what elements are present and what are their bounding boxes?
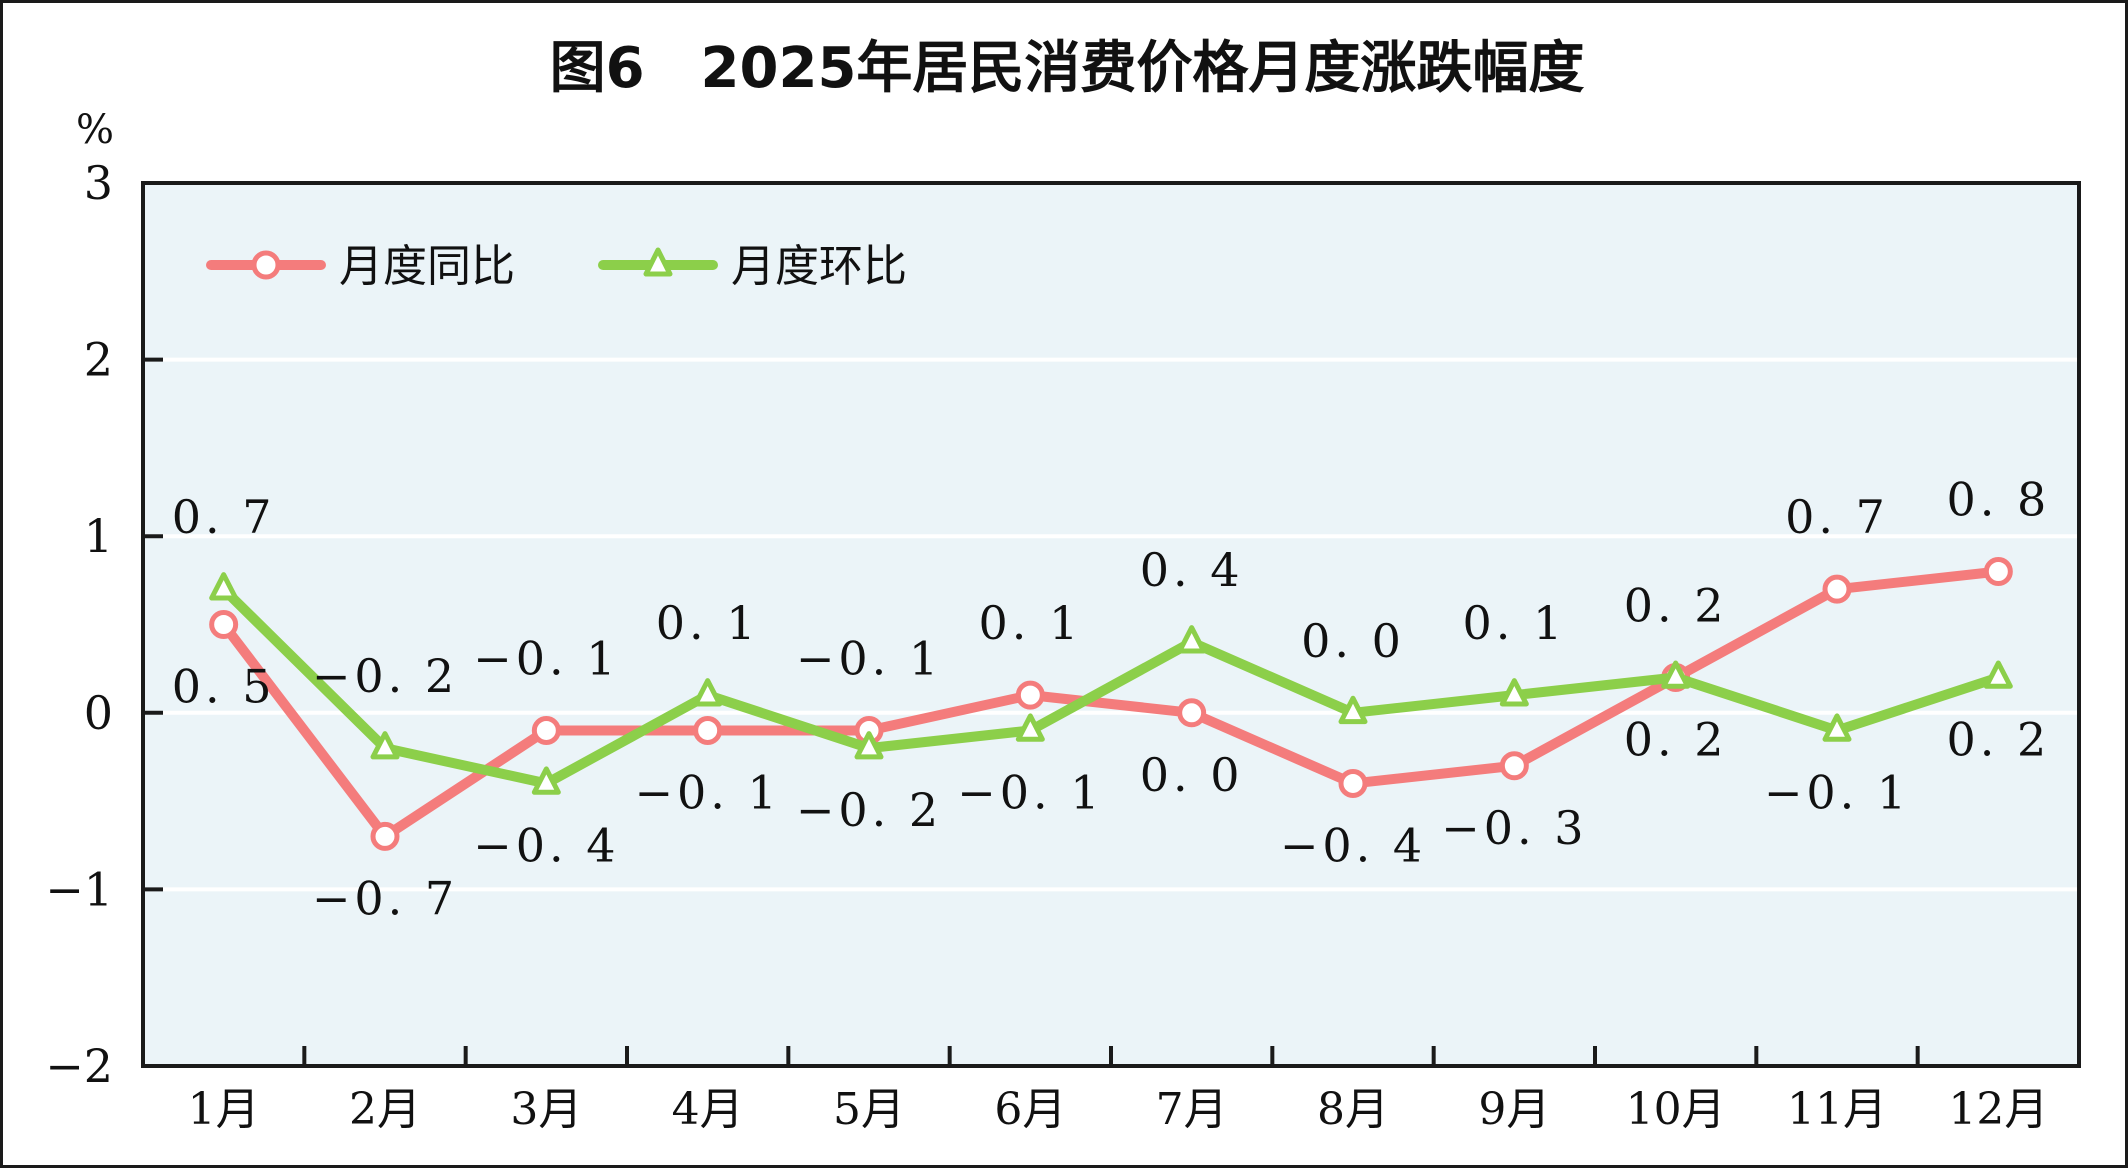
data-label: 0. 2: [1624, 578, 1728, 632]
legend-label: 月度环比: [731, 241, 907, 292]
data-label: −0. 7: [312, 871, 458, 925]
data-label: −0. 4: [473, 818, 619, 872]
legend-label: 月度同比: [339, 241, 515, 292]
y-tick-label: 3: [84, 156, 113, 210]
legend-marker: [643, 247, 673, 277]
data-point: [1822, 713, 1852, 742]
chart-title: 图6 2025年居民消费价格月度涨跌幅度: [550, 36, 1585, 101]
series-line: [218, 566, 2004, 842]
x-tick-label: 4月: [672, 1084, 744, 1135]
data-label: 0. 1: [1462, 596, 1566, 650]
line-chart: 图6 2025年居民消费价格月度涨跌幅度 % 3 2 1 0 −1 −2 1月 2月 3月 4月 5…: [45, 36, 2081, 1135]
data-point: [1499, 678, 1529, 707]
y-axis-unit: %: [76, 107, 114, 153]
x-tick-label: 3月: [510, 1084, 582, 1135]
data-point: [854, 731, 884, 760]
x-tick-label: 6月: [994, 1084, 1066, 1135]
x-tick-label: 5月: [833, 1084, 905, 1135]
y-tick-label: 1: [84, 509, 113, 563]
data-point: [209, 572, 239, 601]
data-point: [370, 731, 400, 760]
series-mom: 0. 7 −0. 2 −0. 4 0. 1 −0. 2 −0. 1 0. 4 0. 0 0. 1…: [172, 490, 2050, 872]
data-label: 0. 7: [172, 490, 276, 544]
x-tick-label: 11月: [1787, 1084, 1887, 1135]
data-label: −0. 2: [796, 783, 942, 837]
data-label: 0. 4: [1140, 543, 1244, 597]
data-point: [1338, 768, 1368, 798]
series-yoy: 0. 5 −0. 7 −0. 1 −0. 1 −0. 1 0. 1 0. 0 −0. 4 −0.…: [172, 473, 2050, 926]
data-point: [1822, 574, 1852, 604]
x-tick-label: 2月: [349, 1084, 421, 1135]
data-point: [693, 678, 723, 707]
data-label: 0. 0: [1301, 614, 1405, 668]
data-point: [370, 821, 400, 851]
data-label: −0. 3: [1441, 801, 1587, 855]
x-tick-label: 12月: [1948, 1084, 2048, 1135]
y-tick-label: −1: [45, 862, 113, 916]
data-label: 0. 0: [1140, 748, 1244, 802]
x-tick-label: 9月: [1478, 1084, 1550, 1135]
data-point: [531, 766, 561, 795]
data-point: [531, 715, 561, 745]
data-point: [1015, 680, 1045, 710]
legend: 月度同比 月度环比: [206, 241, 907, 292]
x-tick-label: 8月: [1317, 1084, 1389, 1135]
y-tick-label: 2: [84, 333, 113, 387]
data-label: −0. 2: [312, 649, 458, 703]
x-tick-label: 7月: [1156, 1084, 1228, 1135]
data-label: −0. 1: [1764, 765, 1910, 819]
data-point: [1338, 695, 1368, 725]
data-point: [1983, 660, 2013, 689]
data-label: 0. 8: [1946, 473, 2050, 527]
data-label: −0. 1: [635, 765, 781, 819]
legend-item: 月度同比: [206, 241, 515, 292]
data-label: 0. 2: [1624, 712, 1728, 766]
data-point: [1983, 557, 2013, 587]
data-label: 0. 2: [1946, 712, 2050, 766]
plot-background: [143, 183, 2079, 1066]
data-label: −0. 1: [473, 631, 619, 685]
data-point: [209, 610, 239, 639]
data-label: −0. 4: [1280, 818, 1426, 872]
data-point: [693, 715, 723, 745]
data-label: −0. 1: [796, 631, 942, 685]
data-label: 0. 7: [1785, 490, 1889, 544]
x-tick-label: 1月: [188, 1084, 260, 1135]
legend-marker: [251, 250, 281, 280]
y-tick-label: −2: [45, 1039, 113, 1093]
data-point: [1661, 660, 1691, 689]
data-point: [1499, 751, 1529, 781]
x-tick-label: 10月: [1626, 1084, 1726, 1135]
series-line: [218, 584, 2004, 789]
y-tick-label: 0: [84, 686, 113, 740]
data-label: −0. 1: [957, 765, 1103, 819]
data-label: 0. 5: [172, 660, 276, 714]
data-point: [1177, 698, 1207, 728]
legend-item: 月度环比: [598, 241, 907, 292]
data-point: [1177, 625, 1207, 654]
data-label: 0. 1: [978, 596, 1082, 650]
data-point: [1015, 713, 1045, 742]
data-label: 0. 1: [656, 596, 760, 650]
